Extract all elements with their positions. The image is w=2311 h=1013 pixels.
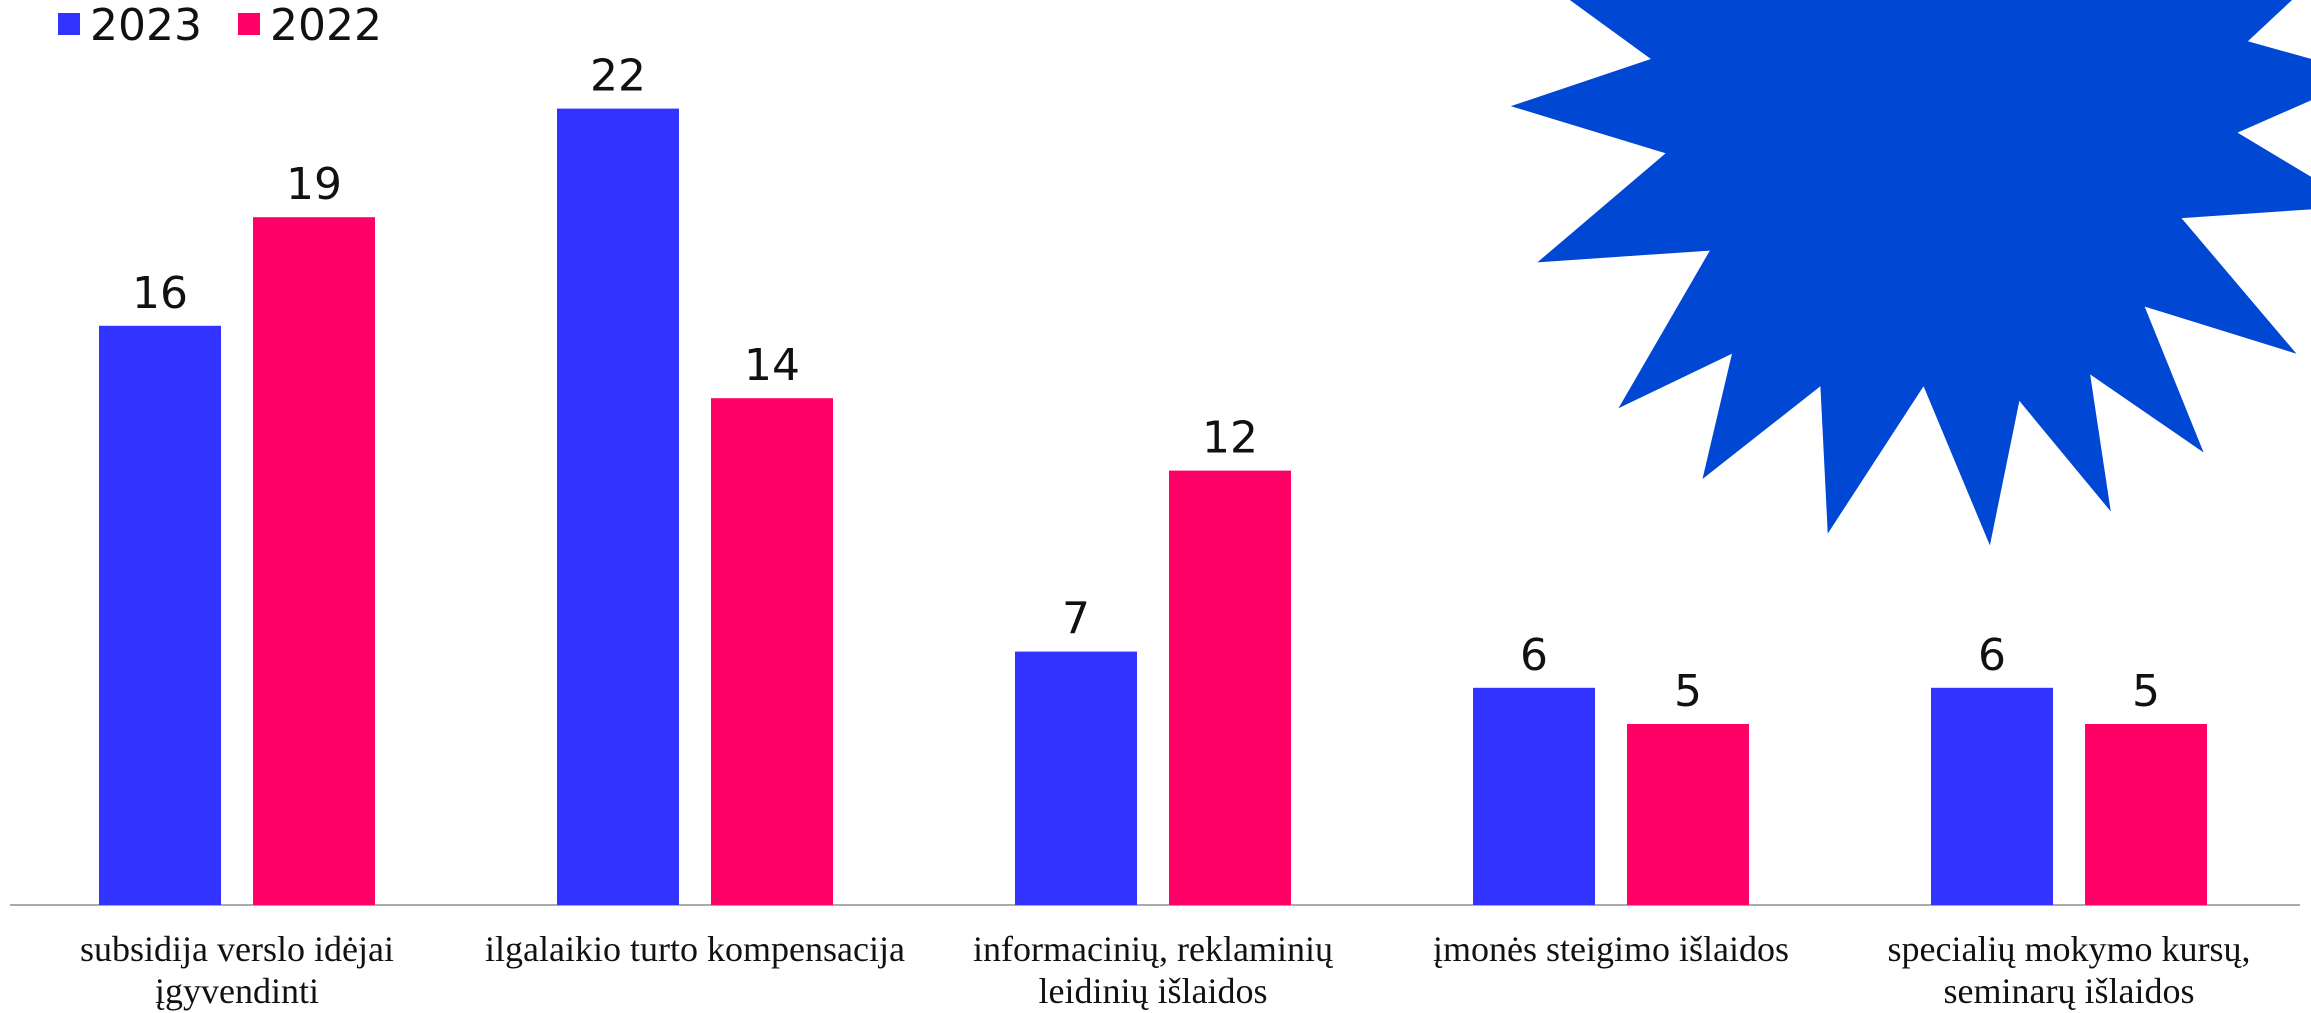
bar bbox=[99, 325, 221, 905]
value-label: 6 bbox=[1520, 630, 1548, 681]
legend-swatch bbox=[237, 13, 260, 35]
value-label: 16 bbox=[132, 268, 188, 319]
bar bbox=[1015, 651, 1137, 905]
value-label: 14 bbox=[744, 340, 800, 391]
bar bbox=[253, 217, 375, 905]
bar bbox=[711, 398, 833, 905]
x-tick-label: įmonės steigimo išlaidos bbox=[1433, 929, 1789, 969]
legend-swatch bbox=[58, 13, 80, 35]
x-tick-label: ilgalaikio turto kompensacija bbox=[485, 929, 905, 969]
value-label: 6 bbox=[1978, 630, 2006, 681]
bar bbox=[2085, 724, 2207, 905]
value-label: 22 bbox=[590, 51, 646, 102]
x-tick-label: informacinių, reklaminių leidinių išlaid… bbox=[973, 929, 1333, 1011]
x-tick-label: subsidija verslo idėjai įgyvendinti bbox=[80, 929, 394, 1011]
legend-label: 2022 bbox=[270, 0, 382, 51]
bar bbox=[1473, 687, 1595, 905]
bar bbox=[1627, 724, 1749, 905]
value-label: 12 bbox=[1202, 413, 1258, 464]
bar bbox=[557, 108, 679, 906]
value-label: 19 bbox=[286, 159, 342, 210]
bar bbox=[1169, 470, 1291, 905]
bar bbox=[1931, 687, 2053, 905]
value-label: 5 bbox=[1674, 666, 1702, 717]
legend-label: 2023 bbox=[90, 0, 202, 51]
starburst-decoration bbox=[1510, 0, 2311, 546]
value-label: 5 bbox=[2132, 666, 2160, 717]
value-label: 7 bbox=[1062, 594, 1090, 645]
x-tick-label: specialių mokymo kursų, seminarų išlaido… bbox=[1887, 929, 2251, 1011]
